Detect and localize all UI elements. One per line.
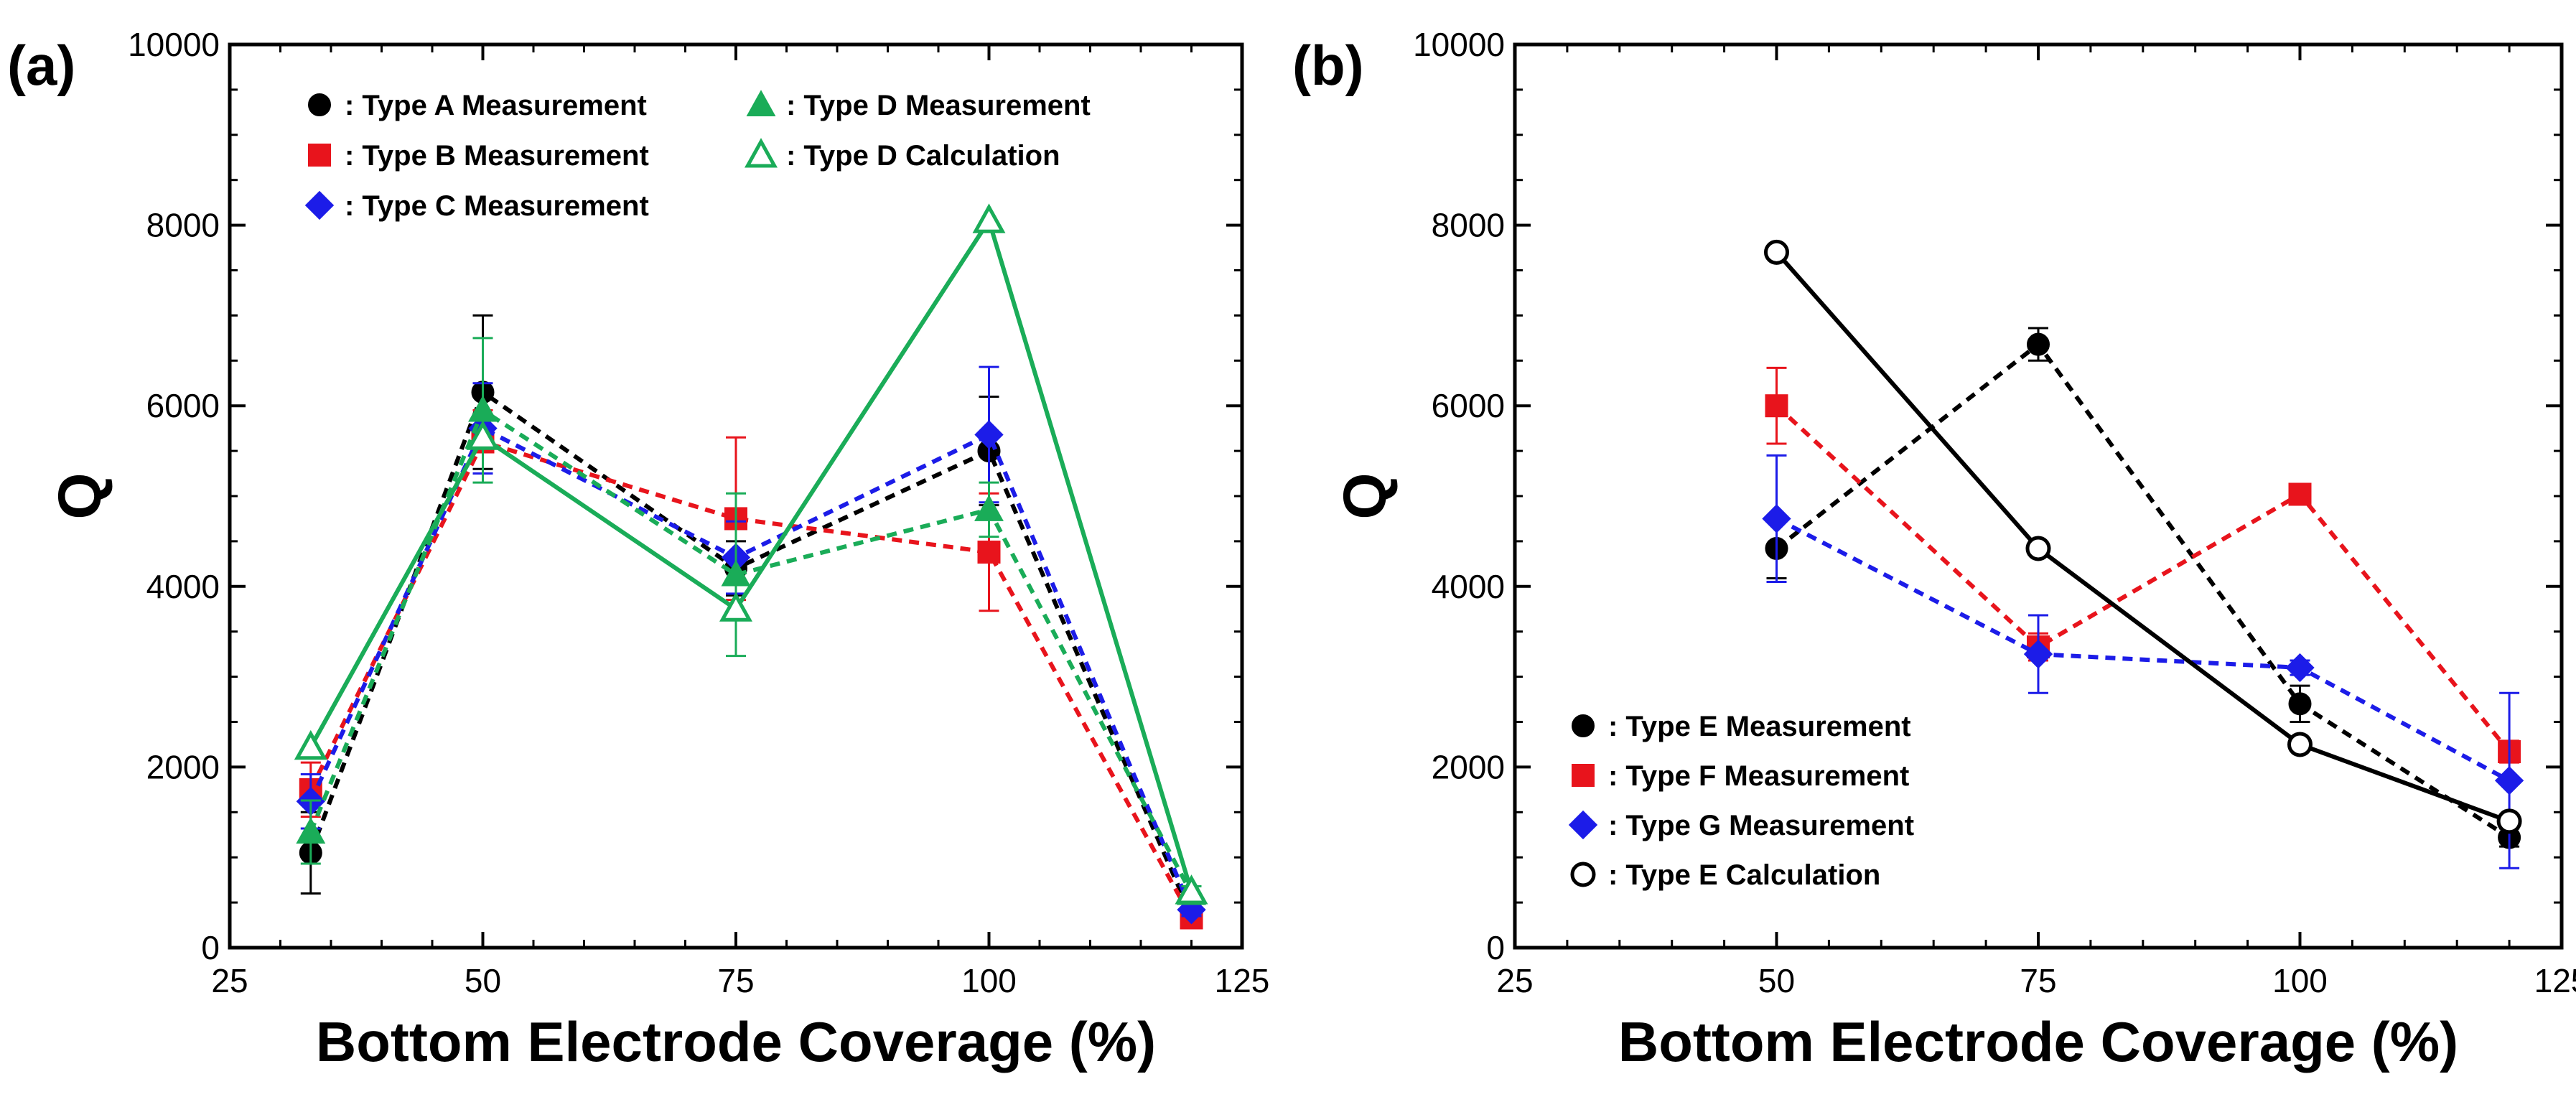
y-tick-label: 8000 — [146, 207, 220, 244]
y-tick-label: 6000 — [146, 387, 220, 424]
y-tick-label: 6000 — [1432, 387, 1505, 424]
series-type-d-measurement — [296, 337, 1206, 905]
series-line — [1775, 403, 2511, 753]
legend-label: : Type D Calculation — [786, 140, 1060, 172]
legend-label: : Type F Measurement — [1608, 760, 1909, 792]
legend-marker — [745, 138, 778, 168]
legend-item-type-g-measurement: : Type G Measurement — [1568, 810, 1914, 841]
y-tick-label: 2000 — [1432, 748, 1505, 785]
x-tick-label: 50 — [1758, 962, 1795, 999]
data-point — [466, 420, 500, 450]
series-line — [1775, 516, 2511, 783]
series-line — [309, 439, 1194, 919]
panel-b: (b) 25 50 75 100 125 0 2000 4000 6000 8000 10000 Bot… — [1292, 26, 2576, 1073]
legend-label: : Type C Measurement — [345, 190, 649, 222]
series-type-d-calculation — [294, 203, 1208, 905]
x-tick-label: 50 — [465, 962, 501, 999]
legend-item-type-b-measurement: : Type B Measurement — [308, 140, 649, 172]
y-tick-label: 4000 — [1432, 568, 1505, 605]
data-point — [2025, 536, 2051, 561]
y-tick-label: 0 — [1486, 929, 1505, 966]
data-point — [2496, 808, 2522, 834]
y-tick-label: 2000 — [146, 748, 220, 785]
x-tick-label: 25 — [1496, 962, 1533, 999]
y-axis-title: Q — [1331, 472, 1399, 519]
x-tick-label: 100 — [961, 962, 1017, 999]
legend-marker — [1570, 862, 1596, 887]
series-line — [308, 390, 1194, 918]
legend-label: : Type A Measurement — [345, 90, 647, 121]
legend-item-type-c-measurement: : Type C Measurement — [304, 190, 649, 222]
legend-marker — [746, 90, 776, 116]
series-line — [1775, 251, 2511, 823]
series-line — [309, 426, 1194, 911]
legend-item-type-e-measurement: : Type E Measurement — [1572, 711, 1911, 742]
y-tick-label: 4000 — [146, 568, 220, 605]
data-point — [2494, 766, 2524, 795]
panel-label: (a) — [7, 34, 75, 97]
data-point — [719, 592, 752, 622]
legend-marker — [1568, 810, 1598, 840]
x-tick-label: 75 — [2020, 962, 2056, 999]
legend-marker — [308, 93, 331, 116]
legend-label: : Type E Measurement — [1608, 711, 1911, 742]
data-point — [2287, 732, 2313, 757]
legend: : Type A Measurement : Type B Measurement… — [304, 90, 1091, 222]
data-point — [974, 495, 1004, 521]
legend-marker — [1572, 764, 1595, 787]
series-type-e-calculation — [1764, 239, 2522, 834]
legend-marker — [308, 144, 331, 167]
legend: : Type E Measurement : Type F Measurement… — [1568, 711, 1914, 891]
data-point — [1762, 504, 1791, 533]
data-point — [1765, 394, 1788, 418]
data-point — [721, 559, 751, 587]
series-line — [309, 218, 1194, 892]
series-line — [1775, 342, 2511, 840]
data-point — [2023, 639, 2053, 669]
series-line — [309, 408, 1194, 895]
y-tick-label: 10000 — [128, 26, 220, 63]
data-point — [1175, 874, 1208, 905]
series-type-c-measurement — [296, 365, 1206, 925]
legend-item-type-f-measurement: : Type F Measurement — [1572, 760, 1909, 792]
legend-label: : Type D Measurement — [786, 90, 1091, 121]
data-point — [2285, 653, 2315, 683]
data-point — [1764, 239, 1789, 265]
data-point — [2288, 482, 2312, 506]
data-point — [972, 203, 1006, 233]
x-tick-label: 25 — [211, 962, 248, 999]
x-axis-title: Bottom Electrode Coverage (%) — [1618, 1010, 2458, 1073]
legend-item-type-d-measurement: : Type D Measurement — [746, 90, 1091, 121]
y-axis-title: Q — [46, 472, 113, 519]
data-point — [296, 817, 326, 844]
legend-marker — [304, 190, 335, 220]
legend-item-type-e-calculation: : Type E Calculation — [1570, 859, 1880, 891]
y-tick-label: 10000 — [1413, 26, 1505, 63]
data-point — [294, 729, 327, 760]
legend-label: : Type B Measurement — [345, 140, 649, 172]
x-tick-label: 100 — [2272, 962, 2328, 999]
panel-label: (b) — [1292, 34, 1364, 97]
data-point — [2288, 692, 2312, 716]
x-tick-label: 125 — [2534, 962, 2576, 999]
data-point — [977, 540, 1001, 564]
x-axis-title: Bottom Electrode Coverage (%) — [316, 1010, 1156, 1073]
series-type-f-measurement — [1765, 366, 2521, 764]
series-type-b-measurement — [299, 409, 1203, 930]
data-point — [2027, 332, 2050, 356]
legend-label: : Type E Calculation — [1608, 859, 1880, 891]
legend-item-type-a-measurement: : Type A Measurement — [308, 90, 647, 121]
legend-item-type-d-calculation: : Type D Calculation — [745, 138, 1060, 172]
y-tick-label: 8000 — [1432, 207, 1505, 244]
legend-label: : Type G Measurement — [1608, 810, 1914, 841]
legend-marker — [1572, 714, 1595, 737]
panel-a: (a) 25 50 75 100 125 0 2000 4000 6000 8000 10000 Bot… — [7, 26, 1269, 1073]
x-tick-label: 125 — [1215, 962, 1270, 999]
series-type-g-measurement — [1762, 454, 2524, 869]
y-tick-label: 0 — [201, 929, 220, 966]
data-point — [974, 420, 1004, 449]
x-tick-label: 75 — [717, 962, 754, 999]
